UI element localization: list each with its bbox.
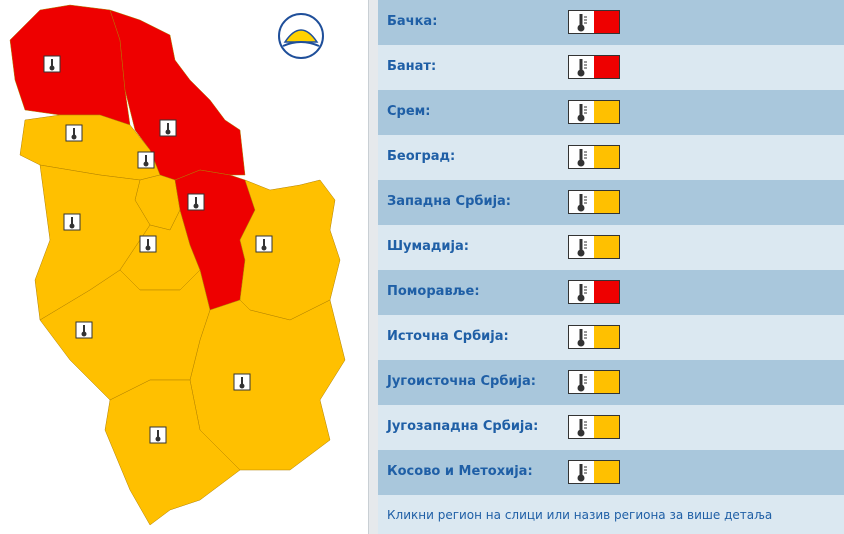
- region-name[interactable]: Западна Србија:: [387, 194, 512, 209]
- thermometer-icon: [568, 415, 595, 439]
- thermometer-icon: [43, 55, 61, 73]
- region-name[interactable]: Источна Србија:: [387, 329, 509, 344]
- region-shape[interactable]: [239, 179, 341, 321]
- region-row: Косово и Метохија:: [378, 450, 844, 495]
- region-row: Бачка:: [378, 0, 844, 45]
- thermometer-icon: [63, 213, 81, 231]
- region-name[interactable]: Срем:: [387, 104, 431, 119]
- region-row: Источна Србија:: [378, 315, 844, 360]
- thermometer-icon: [568, 10, 595, 34]
- thermometer-icon: [149, 426, 167, 444]
- warning-level: [594, 190, 620, 214]
- thermometer-icon: [568, 55, 595, 79]
- region-row: Банат:: [378, 45, 844, 90]
- map: [9, 4, 346, 526]
- footer: Кликни регион на слици или назив региона…: [378, 495, 844, 534]
- thermometer-icon: [159, 119, 177, 137]
- warning-level: [594, 145, 620, 169]
- thermometer-icon: [568, 370, 595, 394]
- warning-level: [594, 370, 620, 394]
- footer-text: Кликни регион на слици или назив региона…: [387, 508, 773, 522]
- region-name[interactable]: Бачка:: [387, 14, 438, 29]
- region-name[interactable]: Шумадија:: [387, 239, 469, 254]
- regions: [9, 4, 346, 526]
- warning-level: [594, 235, 620, 259]
- region-row: Југозападна Србија:: [378, 405, 844, 450]
- warning-level: [594, 55, 620, 79]
- warning-level: [594, 460, 620, 484]
- warning-level: [594, 325, 620, 349]
- thermometer-icon: [568, 235, 595, 259]
- warning-level: [594, 280, 620, 304]
- thermometer-icon: [568, 100, 595, 124]
- region-name[interactable]: Југозападна Србија:: [387, 419, 539, 434]
- thermometer-icon: [568, 460, 595, 484]
- region-row: Поморавље:: [378, 270, 844, 315]
- separator: [368, 0, 379, 534]
- logo: [278, 13, 324, 59]
- thermometer-icon: [568, 145, 595, 169]
- thermometer-icon: [255, 235, 273, 253]
- thermometer-icon: [187, 193, 205, 211]
- region-name[interactable]: Југоисточна Србија:: [387, 374, 536, 389]
- thermometer-icon: [139, 235, 157, 253]
- region-row: Београд:: [378, 135, 844, 180]
- thermometer-icon: [137, 151, 155, 169]
- region-row: Западна Србија:: [378, 180, 844, 225]
- region-name[interactable]: Банат:: [387, 59, 437, 74]
- thermometer-icon: [233, 373, 251, 391]
- region-table: Кликни регион на слици или назив региона…: [378, 0, 844, 534]
- region-shape[interactable]: [104, 379, 241, 526]
- thermometer-icon: [568, 190, 595, 214]
- region-row: Југоисточна Србија:: [378, 360, 844, 405]
- thermometer-icon: [568, 280, 595, 304]
- region-name[interactable]: Поморавље:: [387, 284, 480, 299]
- warning-level: [594, 100, 620, 124]
- region-name[interactable]: Београд:: [387, 149, 456, 164]
- thermometer-icon: [568, 325, 595, 349]
- warning-level: [594, 10, 620, 34]
- thermometer-icon: [65, 124, 83, 142]
- region-shape[interactable]: [9, 4, 131, 126]
- region-shape[interactable]: [109, 9, 246, 181]
- region-name[interactable]: Косово и Метохија:: [387, 464, 533, 479]
- warning-level: [594, 415, 620, 439]
- thermometer-icon: [75, 321, 93, 339]
- region-row: Срем:: [378, 90, 844, 135]
- region-row: Шумадија:: [378, 225, 844, 270]
